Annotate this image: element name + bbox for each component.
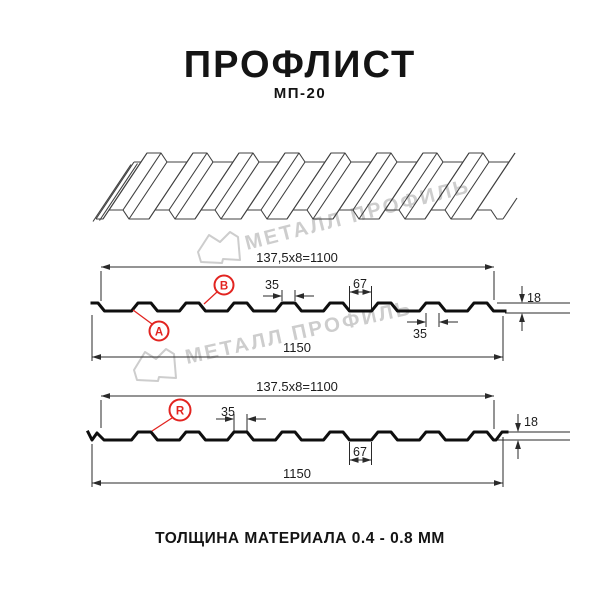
dimension-arrowhead xyxy=(519,313,525,322)
rib-ridge-line xyxy=(404,161,444,220)
rib-ridge-line xyxy=(338,152,378,211)
profile-outline xyxy=(85,429,509,442)
dimension-arrowhead xyxy=(494,354,503,360)
callout-a-label: A xyxy=(155,327,163,339)
dimension-arrowhead xyxy=(101,264,110,270)
metal-profil-logo-icon xyxy=(197,231,241,264)
rib-ridge-line xyxy=(306,152,346,211)
page-title: ПРОФЛИСТ xyxy=(184,44,416,86)
dimension-arrowhead xyxy=(273,293,282,299)
rib-ridge-line xyxy=(384,152,424,211)
callout-r-circle xyxy=(168,398,192,422)
rib-ridge-line xyxy=(128,161,168,220)
dimension-label-pitch: 137.5x8=1100 xyxy=(256,379,338,394)
dimension-arrowhead xyxy=(515,440,521,449)
dimension-label-height: 18 xyxy=(527,291,541,305)
rib-ridge-line xyxy=(174,161,214,220)
rib-ridge-line xyxy=(122,152,162,211)
dimension-graphics xyxy=(91,264,570,361)
dimension-label-trough: 67 xyxy=(353,445,367,459)
dimension-arrowhead xyxy=(247,416,256,422)
sheet-left-cut-edge xyxy=(99,163,138,221)
callout-r-label: R xyxy=(176,406,185,418)
rib-ridge-line xyxy=(220,161,260,220)
rib-ridge-line xyxy=(352,152,392,211)
rib-ridge-line xyxy=(168,152,208,211)
dimension-arrowhead xyxy=(494,480,503,486)
sheet-right-cut-edge xyxy=(502,197,518,220)
rib-ridge-line xyxy=(398,152,438,211)
dimension-label-height: 18 xyxy=(524,415,538,429)
sheet-left-cut-edge xyxy=(95,161,135,220)
dimension-arrowhead xyxy=(417,319,426,325)
dimension-arrowhead xyxy=(295,293,304,299)
sheet-left-cut-edge xyxy=(92,164,132,222)
rib-ridge-line xyxy=(292,152,332,211)
dimension-arrowhead xyxy=(515,423,521,432)
metal-profil-logo-icon xyxy=(133,348,177,382)
cross-section-top: 137,5x8=1100 35 67 18 35 1150 A B xyxy=(90,250,570,361)
profile-model-subtitle: МП-20 xyxy=(274,85,326,102)
dimension-arrowhead xyxy=(225,416,234,422)
rib-ridge-line xyxy=(450,161,490,220)
rib-ridge-line xyxy=(358,161,398,220)
rib-ridge-line xyxy=(430,152,470,211)
dimension-arrowhead xyxy=(362,457,372,463)
dimension-arrowhead xyxy=(101,393,110,399)
rib-ridge-line xyxy=(312,161,352,220)
dimension-label-overall: 1150 xyxy=(283,340,311,355)
dimension-arrowhead xyxy=(519,294,525,303)
dimension-arrowhead xyxy=(485,393,494,399)
rib-ridge-line xyxy=(444,152,484,211)
callout-a-leader xyxy=(132,309,153,325)
sheet-front-edge xyxy=(96,209,503,220)
rib-ridge-line xyxy=(260,152,300,211)
dimension-graphics xyxy=(91,393,570,487)
callout-b-label: B xyxy=(220,281,228,293)
rib-ridge-line xyxy=(246,152,286,211)
rib-ridge-line xyxy=(108,152,148,211)
sheet-back-edge xyxy=(134,152,516,163)
profile-3d-view xyxy=(92,152,518,222)
dimension-arrowhead xyxy=(362,289,372,295)
dimension-label-overall: 1150 xyxy=(283,466,311,481)
material-thickness-note: ТОЛЩИНА МАТЕРИАЛА 0.4 - 0.8 ММ xyxy=(155,530,445,547)
rib-ridge-line xyxy=(214,152,254,211)
rib-ridge-line xyxy=(154,152,194,211)
cross-section-bottom: 137.5x8=1100 35 67 18 1150 R xyxy=(85,379,570,487)
dimension-label-pitch: 137,5x8=1100 xyxy=(256,250,338,265)
callout-r-leader xyxy=(151,417,173,432)
dimension-arrowhead xyxy=(439,319,448,325)
dimension-arrowhead xyxy=(92,480,101,486)
profile-outline xyxy=(90,301,507,313)
dimension-arrowhead xyxy=(349,457,359,463)
rib-ridge-line xyxy=(476,152,516,211)
dimension-arrowhead xyxy=(485,264,494,270)
callout-a-circle xyxy=(148,320,170,342)
dimension-label-rib-top: 35 xyxy=(265,278,279,292)
callout-b-circle xyxy=(213,274,235,296)
rib-ridge-line xyxy=(266,161,306,220)
rib-ridge-line xyxy=(200,152,240,211)
dimension-arrowhead xyxy=(92,354,101,360)
dimension-label-rib-top: 35 xyxy=(221,405,235,419)
dimension-label-trough: 67 xyxy=(353,277,367,291)
dimension-arrowhead xyxy=(349,289,359,295)
callout-b-leader xyxy=(203,291,218,305)
dimension-label-rib-bottom: 35 xyxy=(413,327,427,341)
